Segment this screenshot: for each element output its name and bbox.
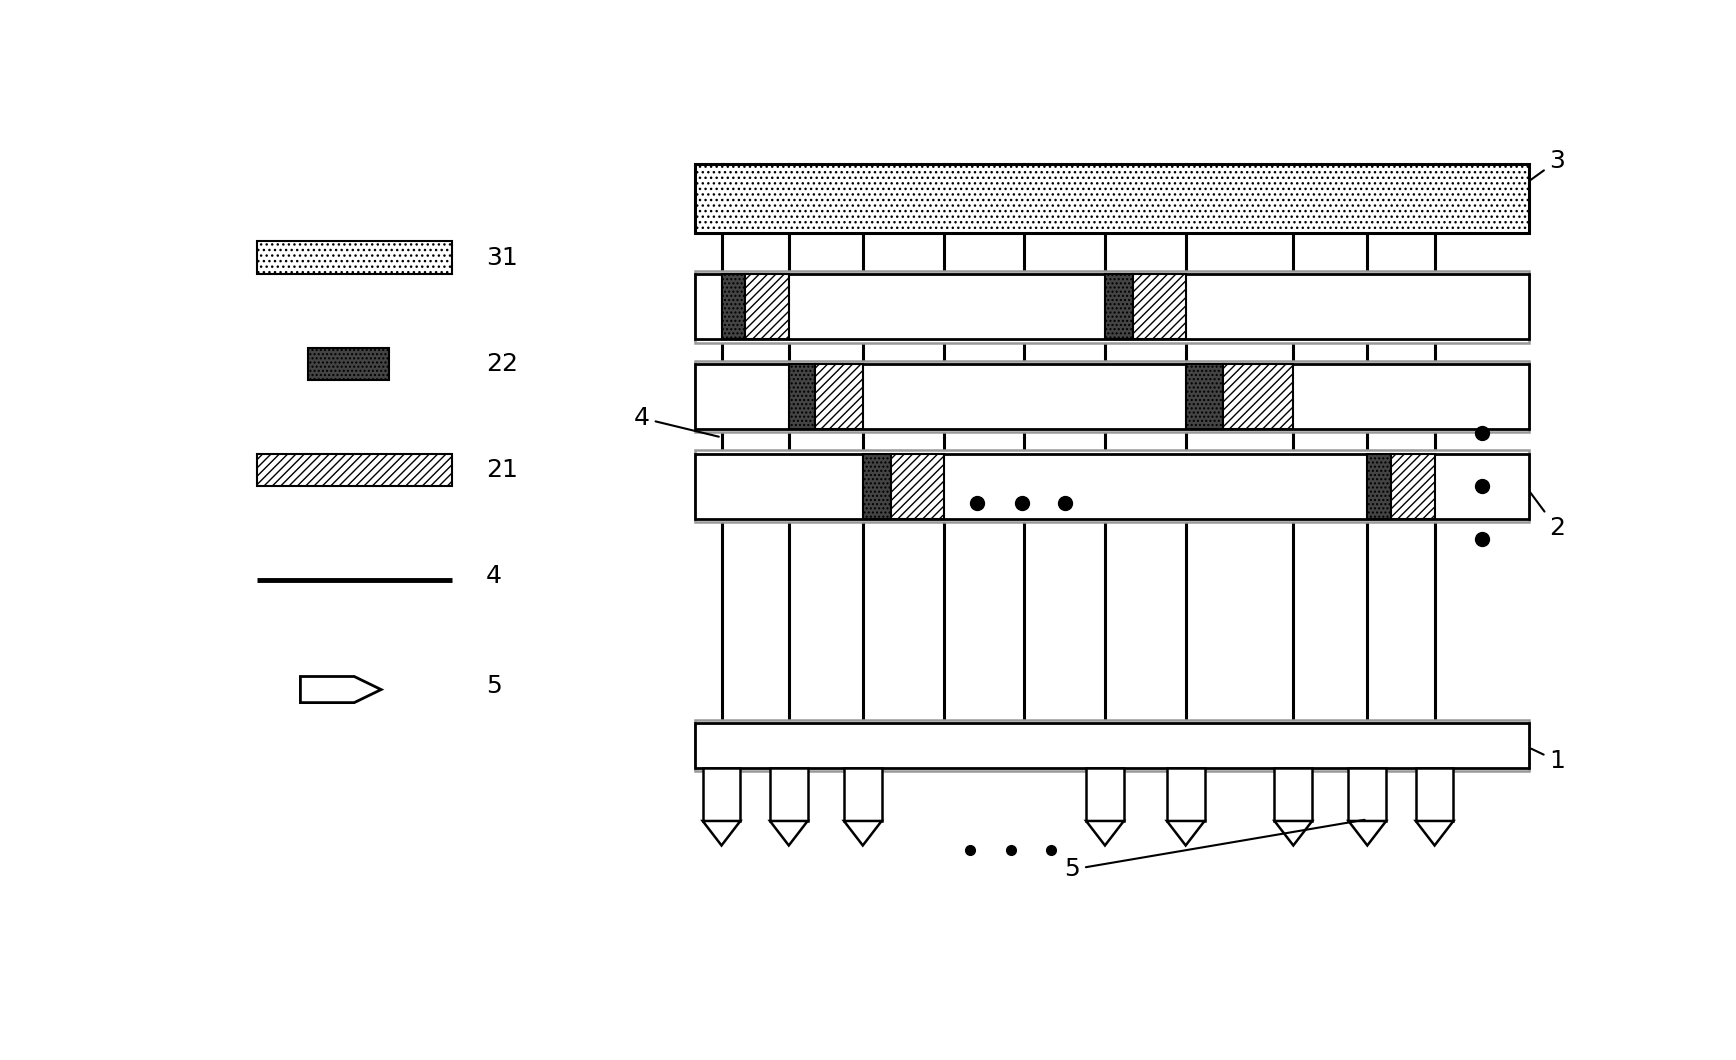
Bar bbox=[257, 454, 453, 487]
Polygon shape bbox=[703, 820, 740, 846]
Bar bbox=[1417, 767, 1453, 820]
Text: 5: 5 bbox=[1064, 819, 1364, 882]
Polygon shape bbox=[844, 820, 882, 846]
Bar bbox=[722, 275, 745, 339]
Bar bbox=[1274, 767, 1312, 820]
Bar bbox=[745, 275, 788, 339]
Bar bbox=[1104, 275, 1134, 339]
Bar bbox=[863, 454, 891, 519]
Bar bbox=[1087, 767, 1123, 820]
Polygon shape bbox=[1167, 820, 1205, 846]
Text: 1: 1 bbox=[1531, 748, 1564, 773]
Bar bbox=[694, 720, 1529, 772]
Text: 5: 5 bbox=[486, 674, 502, 699]
Bar bbox=[1167, 767, 1205, 820]
Bar bbox=[694, 164, 1529, 233]
Bar bbox=[309, 348, 389, 381]
Polygon shape bbox=[771, 820, 807, 846]
Bar bbox=[891, 454, 944, 519]
Bar bbox=[694, 360, 1529, 432]
Bar bbox=[1134, 275, 1186, 339]
Bar bbox=[694, 723, 1529, 767]
Bar bbox=[694, 450, 1529, 523]
Text: 2: 2 bbox=[1531, 493, 1564, 541]
Bar bbox=[694, 364, 1529, 429]
Bar bbox=[771, 767, 807, 820]
Text: 22: 22 bbox=[486, 352, 517, 376]
Bar bbox=[703, 767, 740, 820]
Text: 4: 4 bbox=[486, 564, 502, 588]
Polygon shape bbox=[1417, 820, 1453, 846]
Polygon shape bbox=[1274, 820, 1312, 846]
Polygon shape bbox=[1087, 820, 1123, 846]
Text: 31: 31 bbox=[486, 246, 517, 270]
Bar bbox=[814, 364, 863, 429]
Text: 3: 3 bbox=[1503, 149, 1564, 199]
Bar bbox=[1224, 364, 1293, 429]
Bar bbox=[1349, 767, 1385, 820]
Bar bbox=[694, 271, 1529, 342]
Bar bbox=[1186, 364, 1224, 429]
Bar bbox=[788, 364, 814, 429]
Polygon shape bbox=[1349, 820, 1385, 846]
Polygon shape bbox=[300, 676, 382, 703]
Bar bbox=[257, 242, 453, 275]
Text: 21: 21 bbox=[486, 458, 517, 482]
Text: 4: 4 bbox=[634, 406, 719, 437]
Bar bbox=[844, 767, 882, 820]
Bar bbox=[1391, 454, 1434, 519]
Bar bbox=[694, 454, 1529, 519]
Bar bbox=[694, 275, 1529, 339]
Bar bbox=[1368, 454, 1391, 519]
